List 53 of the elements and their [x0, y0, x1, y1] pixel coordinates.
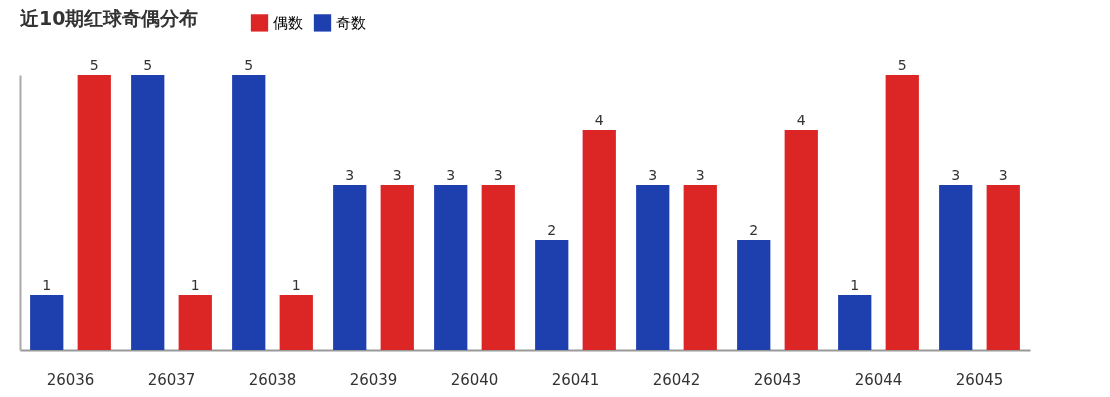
x-tick-label: 26041	[551, 370, 600, 389]
bar	[939, 185, 973, 350]
bar	[535, 240, 569, 350]
chart-title: 近10期红球奇偶分布	[19, 7, 199, 29]
x-tick-label: 26044	[854, 370, 903, 389]
legend-label: 偶数	[273, 13, 303, 32]
bar	[582, 130, 616, 350]
data-label: 3	[998, 167, 1008, 183]
data-label: 3	[648, 167, 658, 183]
x-tick-label: 26037	[147, 370, 196, 389]
data-label: 3	[392, 167, 402, 183]
bar	[683, 185, 717, 350]
data-label: 1	[190, 277, 200, 293]
bar	[380, 185, 414, 350]
x-tick-label: 26040	[450, 370, 499, 389]
data-label: 2	[749, 222, 759, 238]
legend-label: 奇数	[336, 13, 366, 32]
bar	[784, 130, 818, 350]
data-label: 5	[89, 57, 99, 73]
data-label: 1	[291, 277, 301, 293]
bar	[737, 240, 771, 350]
x-tick-label: 26045	[955, 370, 1004, 389]
bar	[131, 75, 165, 350]
data-label: 5	[897, 57, 907, 73]
data-label: 3	[951, 167, 961, 183]
x-tick-label: 26038	[248, 370, 297, 389]
data-label: 5	[244, 57, 254, 73]
data-label: 5	[143, 57, 153, 73]
data-label: 1	[42, 277, 52, 293]
data-label: 4	[796, 112, 806, 128]
bar	[279, 295, 313, 350]
data-label: 2	[547, 222, 557, 238]
data-label: 4	[594, 112, 604, 128]
x-tick-label: 26039	[349, 370, 398, 389]
data-label: 1	[850, 277, 860, 293]
data-label: 3	[345, 167, 355, 183]
bar	[178, 295, 212, 350]
data-label: 3	[695, 167, 705, 183]
bar	[333, 185, 367, 350]
data-label: 3	[446, 167, 456, 183]
bar	[885, 75, 919, 350]
x-tick-label: 26036	[46, 370, 95, 389]
data-label: 3	[493, 167, 503, 183]
bar	[232, 75, 266, 350]
x-tick-label: 26043	[753, 370, 802, 389]
bar	[636, 185, 670, 350]
bar	[30, 295, 64, 350]
bar	[838, 295, 872, 350]
bar	[77, 75, 111, 350]
bar	[986, 185, 1020, 350]
bar	[481, 185, 515, 350]
x-tick-label: 26042	[652, 370, 701, 389]
bar	[434, 185, 468, 350]
